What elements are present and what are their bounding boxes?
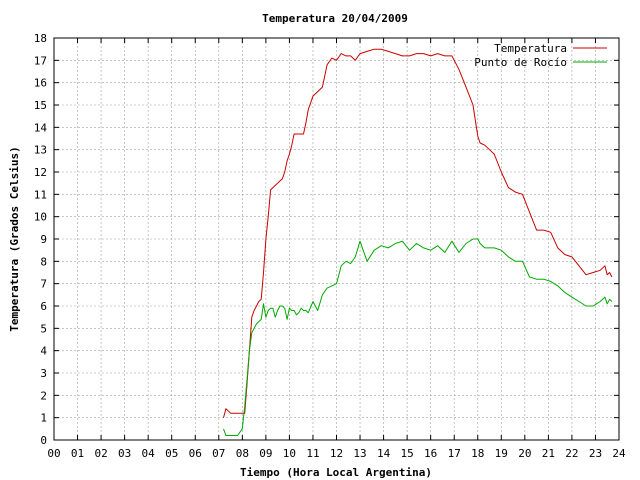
y-tick-label: 6 [40,300,47,313]
x-tick-label: 15 [401,447,414,460]
y-tick-label: 15 [34,99,47,112]
y-tick-label: 3 [40,367,47,380]
legend: Temperatura Punto de Rocío [474,42,607,69]
x-tick-label: 23 [589,447,602,460]
x-tick-label: 24 [612,447,626,460]
y-tick-label: 10 [34,211,47,224]
chart-title: Temperatura 20/04/2009 [262,12,408,25]
x-tick-label: 02 [94,447,107,460]
x-tick-labels: 00 01 02 03 04 05 06 07 08 09 10 11 12 13 14 15 16 17 18 19… [47,447,626,460]
y-tick-label: 16 [34,77,47,90]
x-tick-label: 10 [283,447,296,460]
x-tick-label: 20 [518,447,531,460]
y-tick-label: 9 [40,233,47,246]
legend-label-punto-de-rocio: Punto de Rocío [474,56,567,69]
y-axis-label: Temperatura (Grados Celsius) [8,146,21,331]
legend-label-temperatura: Temperatura [494,42,567,55]
y-tick-label: 12 [34,166,47,179]
y-tick-label: 2 [40,389,47,402]
axis-ticks [53,37,620,441]
x-tick-label: 06 [189,447,202,460]
y-tick-label: 14 [34,121,48,134]
x-tick-label: 11 [306,447,319,460]
x-tick-label: 12 [330,447,343,460]
x-tick-label: 07 [212,447,225,460]
grid-lines [54,38,619,440]
series-lines [223,48,613,436]
x-tick-label: 01 [71,447,84,460]
x-tick-label: 09 [259,447,272,460]
y-tick-label: 0 [40,434,47,447]
x-tick-label: 18 [471,447,484,460]
x-tick-label: 03 [118,447,131,460]
y-tick-label: 13 [34,144,47,157]
y-tick-label: 5 [40,322,47,335]
y-tick-label: 7 [40,278,47,291]
x-tick-label: 22 [565,447,578,460]
x-tick-label: 14 [377,447,391,460]
y-tick-label: 1 [40,412,47,425]
x-tick-label: 13 [353,447,366,460]
y-tick-label: 18 [34,32,47,45]
y-tick-label: 17 [34,54,47,67]
x-tick-label: 08 [236,447,249,460]
x-tick-label: 21 [542,447,555,460]
x-tick-label: 17 [448,447,461,460]
y-tick-label: 4 [40,345,47,358]
x-tick-label: 05 [165,447,178,460]
x-tick-label: 04 [142,447,156,460]
x-tick-label: 16 [424,447,437,460]
x-axis-label: Tiempo (Hora Local Argentina) [240,466,432,479]
x-tick-label: 00 [47,447,60,460]
x-tick-label: 19 [495,447,508,460]
y-tick-label: 11 [34,188,47,201]
temperatura-line [223,48,613,418]
punto-de-rocio-line [223,238,613,436]
y-tick-label: 8 [40,255,47,268]
